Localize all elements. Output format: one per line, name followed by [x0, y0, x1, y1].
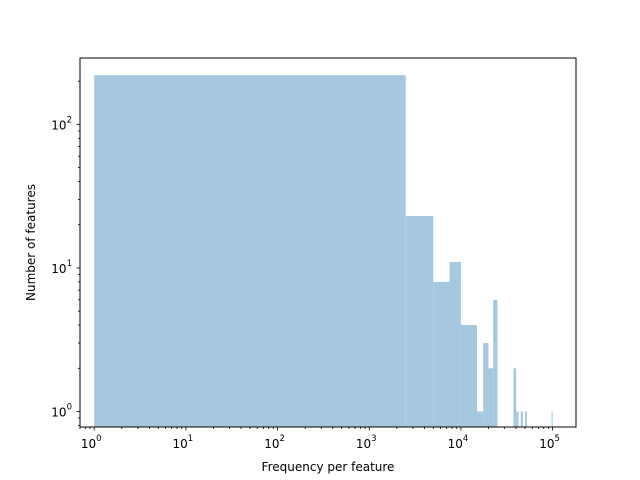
x-tick-label: 104 — [448, 434, 469, 451]
histogram-bar — [460, 325, 478, 427]
x-axis-ticks: 100 101 102 103 104 105 — [79, 427, 560, 451]
x-tick-label: 101 — [173, 434, 194, 451]
x-tick-label: 102 — [264, 434, 285, 451]
x-tick-label: 103 — [356, 434, 377, 451]
histogram-bar — [493, 299, 498, 427]
y-axis-label: Number of features — [24, 184, 38, 301]
histogram-bar — [513, 368, 517, 427]
y-tick-label: 100 — [51, 403, 72, 420]
histogram-bar — [520, 411, 523, 427]
histogram-bar — [551, 411, 553, 427]
histogram-bar — [449, 262, 461, 427]
histogram-bar — [433, 281, 450, 427]
y-axis-ticks: 100 101 102 — [51, 80, 80, 426]
histogram-bar — [516, 411, 519, 427]
y-tick-label: 101 — [51, 259, 72, 276]
x-tick-label: 105 — [539, 434, 560, 451]
plot-frame — [79, 57, 577, 428]
histogram-bar — [94, 75, 406, 427]
x-tick-label: 100 — [81, 434, 102, 451]
histogram-bar — [477, 411, 484, 427]
histogram-bar — [488, 368, 494, 427]
histogram-bar — [405, 216, 434, 427]
y-tick-label: 102 — [51, 115, 72, 132]
histogram-bars — [94, 75, 553, 427]
histogram-bar — [483, 343, 489, 427]
x-axis-label: Frequency per feature — [262, 460, 395, 474]
histogram-bar — [524, 411, 527, 427]
